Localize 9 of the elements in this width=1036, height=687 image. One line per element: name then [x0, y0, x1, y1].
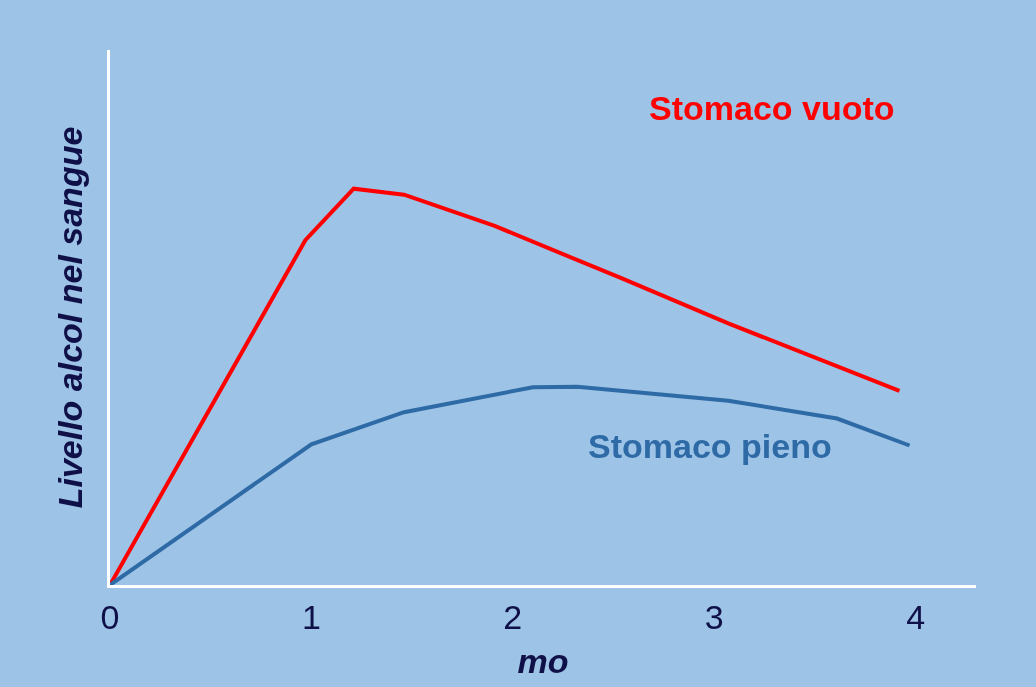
x-axis-title: mo	[517, 642, 569, 681]
x-tick-label: 1	[301, 597, 321, 636]
x-tick-label: 3	[704, 597, 724, 636]
x-tick-label: 2	[503, 597, 523, 636]
x-tick-label: 4	[906, 597, 926, 636]
text: Stomaco vuoto	[649, 89, 895, 127]
x-tick-label: 0	[100, 597, 120, 636]
series-label: Stomaco pieno	[588, 427, 832, 465]
y-axis-title: Livello alcol nel sangue	[50, 126, 89, 509]
